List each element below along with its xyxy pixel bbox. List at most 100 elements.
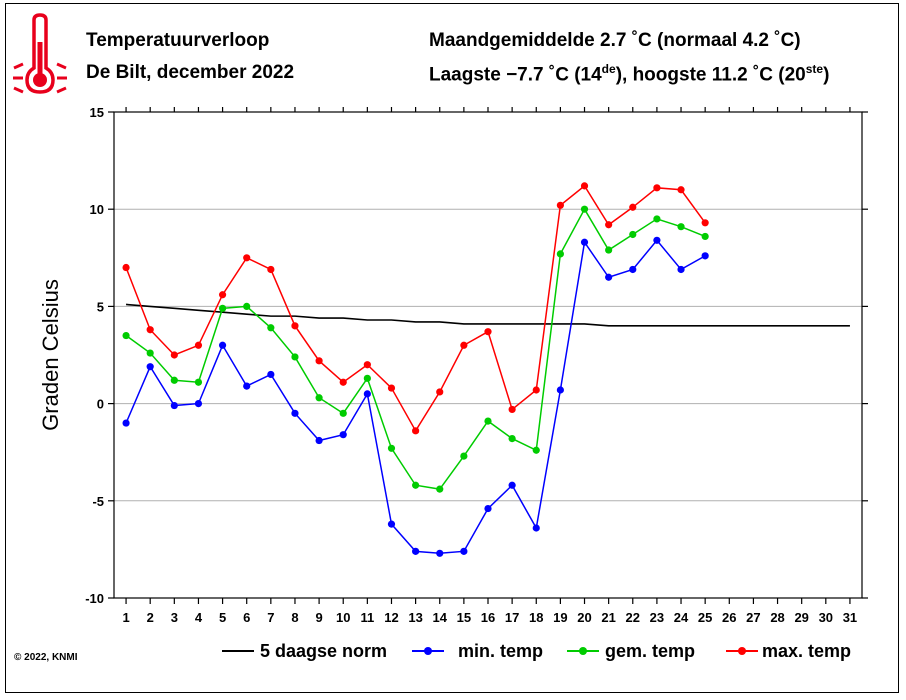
data-point — [653, 215, 661, 223]
data-point — [701, 232, 709, 241]
data-point — [605, 273, 613, 281]
data-point — [412, 547, 420, 555]
subtitle: De Bilt, december 2022 — [86, 62, 295, 83]
x-tick-label: 21 — [601, 610, 615, 625]
y-tick-label: -5 — [92, 494, 104, 509]
y-axis-label: Graden Celsius — [38, 279, 63, 431]
summary-line1: Maandgemiddelde 2.7 ˚C (normaal 4.2 ˚C) — [429, 30, 801, 51]
data-point — [387, 520, 396, 528]
data-point — [629, 265, 637, 274]
data-point — [484, 504, 492, 513]
x-tick-label: 17 — [505, 610, 519, 625]
data-point — [484, 328, 492, 336]
data-point — [532, 446, 540, 454]
series-line-min-temp — [125, 239, 706, 555]
x-tick-label: 9 — [315, 610, 322, 625]
data-point — [629, 203, 637, 211]
legend-label: gem. temp — [605, 641, 695, 661]
data-point — [580, 205, 589, 213]
summary-line2-mid: ), hoogste 11.2 ˚C (20 — [615, 64, 806, 86]
legend-swatch-marker — [579, 647, 587, 655]
x-tick-label: 24 — [674, 610, 689, 625]
data-point — [363, 390, 371, 398]
data-point — [508, 405, 516, 414]
data-point — [436, 485, 444, 493]
series-line-5-daagse-norm — [126, 303, 850, 327]
data-point — [677, 186, 685, 194]
x-tick-label: 19 — [553, 610, 567, 625]
x-tick-label: 23 — [650, 610, 664, 625]
copyright: © 2022, KNMI — [14, 652, 78, 663]
data-point — [291, 409, 299, 417]
data-point — [412, 427, 420, 435]
data-point — [194, 341, 203, 349]
data-point — [677, 223, 685, 231]
x-tick-label: 27 — [746, 610, 760, 625]
chart-frame — [5, 3, 899, 693]
summary-sup-lowest: de — [601, 62, 616, 76]
x-tick-label: 29 — [794, 610, 808, 625]
data-point — [580, 238, 589, 246]
data-point — [460, 452, 468, 460]
x-tick-label: 8 — [291, 610, 298, 625]
data-point — [508, 481, 516, 489]
data-point — [170, 351, 178, 359]
x-tick-label: 31 — [843, 610, 857, 625]
heat-rays — [13, 62, 67, 94]
series-line-gem-temp — [125, 207, 706, 490]
data-point — [218, 341, 227, 349]
x-tick-label: 4 — [195, 610, 203, 625]
x-tick-label: 25 — [698, 610, 712, 625]
thermometer-mercury — [33, 42, 47, 87]
data-point — [243, 382, 251, 390]
data-point — [363, 361, 371, 369]
legend-label: 5 daagse norm — [260, 641, 387, 661]
data-point — [387, 384, 396, 392]
data-point — [653, 236, 661, 244]
legend-label: min. temp — [458, 641, 543, 661]
data-point — [122, 263, 130, 272]
data-point — [580, 182, 589, 190]
plot-area — [113, 111, 863, 599]
x-tick-label: 3 — [171, 610, 178, 625]
data-point — [291, 322, 299, 330]
data-point — [556, 386, 564, 394]
data-point — [532, 386, 540, 394]
x-tick-label: 18 — [529, 610, 543, 625]
data-point — [267, 324, 275, 332]
x-tick-label: 30 — [819, 610, 833, 625]
data-point — [412, 481, 420, 489]
data-point — [267, 370, 275, 379]
data-point — [218, 304, 227, 312]
data-point — [605, 221, 613, 229]
y-tick-label: 5 — [97, 299, 104, 314]
data-point — [243, 254, 251, 262]
data-point — [677, 265, 685, 274]
data-point — [146, 349, 154, 357]
data-point — [363, 374, 371, 382]
data-point — [556, 201, 564, 209]
data-point — [315, 357, 323, 365]
x-tick-label: 6 — [243, 610, 250, 625]
summary-line2-post: ) — [823, 64, 830, 86]
data-point — [315, 436, 323, 445]
x-tick-label: 2 — [147, 610, 154, 625]
x-tick-label: 15 — [457, 610, 471, 625]
data-point — [122, 419, 130, 427]
x-tick-label: 28 — [770, 610, 784, 625]
data-point — [701, 252, 709, 260]
x-tick-label: 7 — [267, 610, 274, 625]
y-tick-label: -10 — [85, 591, 104, 606]
x-tick-label: 26 — [722, 610, 736, 625]
data-point — [387, 444, 396, 452]
data-point — [315, 394, 323, 402]
legend-swatch-marker — [424, 647, 432, 655]
data-point — [484, 417, 492, 425]
data-point — [267, 265, 275, 274]
x-tick-label: 22 — [626, 610, 640, 625]
y-tick-label: 15 — [90, 105, 104, 120]
data-point — [532, 524, 540, 532]
x-tick-label: 13 — [408, 610, 422, 625]
data-point — [653, 184, 661, 192]
data-point — [556, 250, 564, 258]
